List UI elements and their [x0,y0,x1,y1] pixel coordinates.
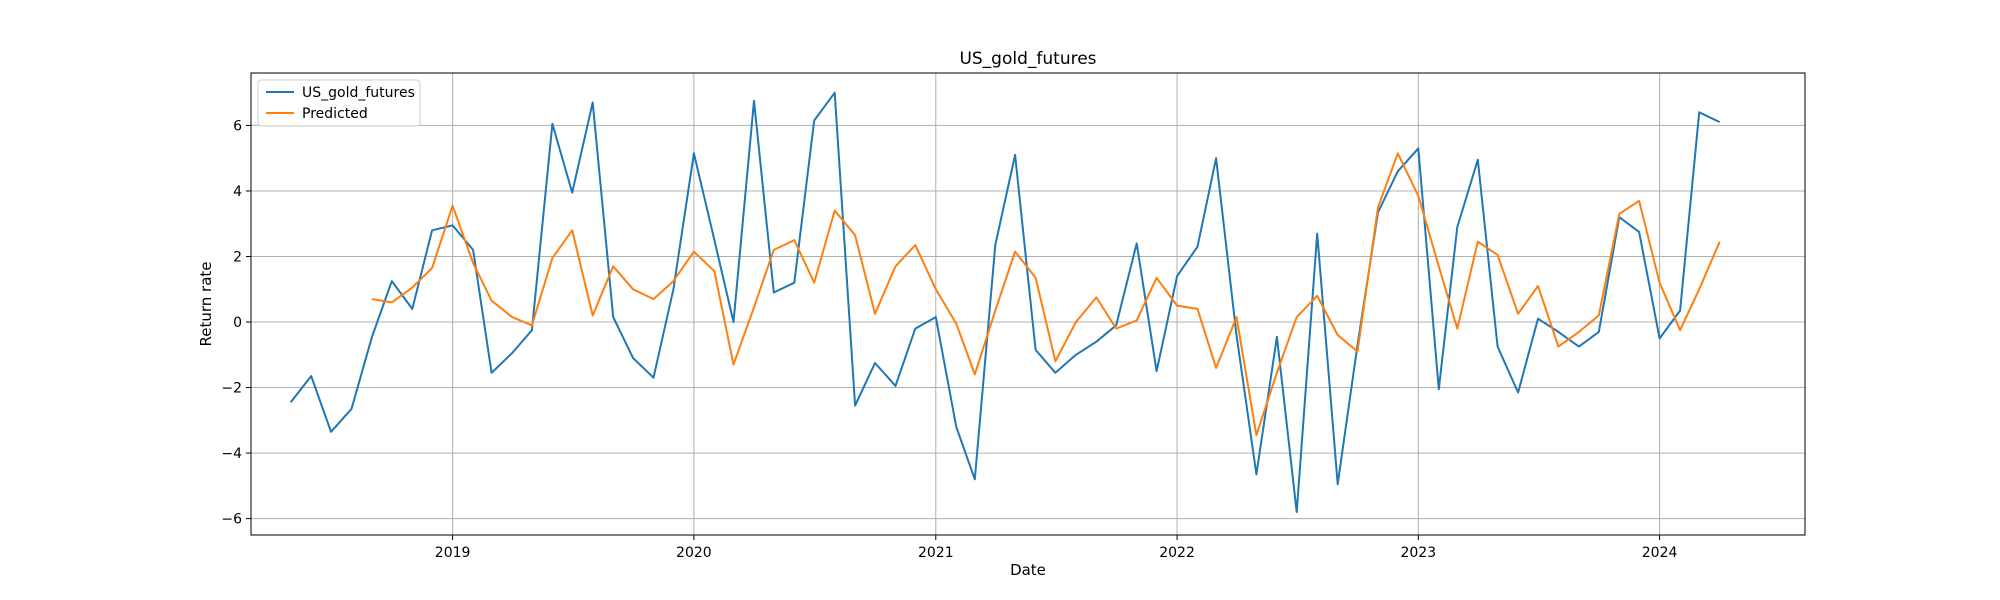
x-tick-label: 2019 [435,545,471,561]
legend-label-us-gold-futures: US_gold_futures [302,85,415,101]
legend-label-predicted: Predicted [302,106,368,122]
series-line-us-gold-futures [289,91,1721,514]
x-tick-label: 2023 [1400,545,1436,561]
y-axis-ticks: −6 −4 −2 0 2 4 6 [221,118,251,528]
x-tick-label: 2020 [676,545,712,561]
y-axis-label: Return rate [197,261,215,346]
x-axis-label: Date [1010,561,1046,579]
y-tick-label: 4 [233,184,242,200]
x-tick-label: 2024 [1642,545,1678,561]
x-tick-label: 2021 [918,545,954,561]
legend-box [257,79,421,127]
legend: US_gold_futures Predicted [257,79,421,127]
y-tick-label: 0 [233,315,242,331]
y-tick-label: −4 [221,446,242,462]
chart-title: US_gold_futures [959,49,1096,69]
y-tick-label: 6 [233,118,242,134]
x-axis-ticks: 2019 2020 2021 2022 2023 2024 [435,535,1678,561]
y-tick-label: −6 [221,512,242,528]
series-line-predicted [371,152,1721,437]
series-lines [289,91,1721,514]
grid [251,73,1805,535]
y-tick-label: 2 [233,249,242,265]
y-tick-label: −2 [221,381,242,397]
x-tick-label: 2022 [1159,545,1195,561]
plot-frame [250,72,1806,536]
